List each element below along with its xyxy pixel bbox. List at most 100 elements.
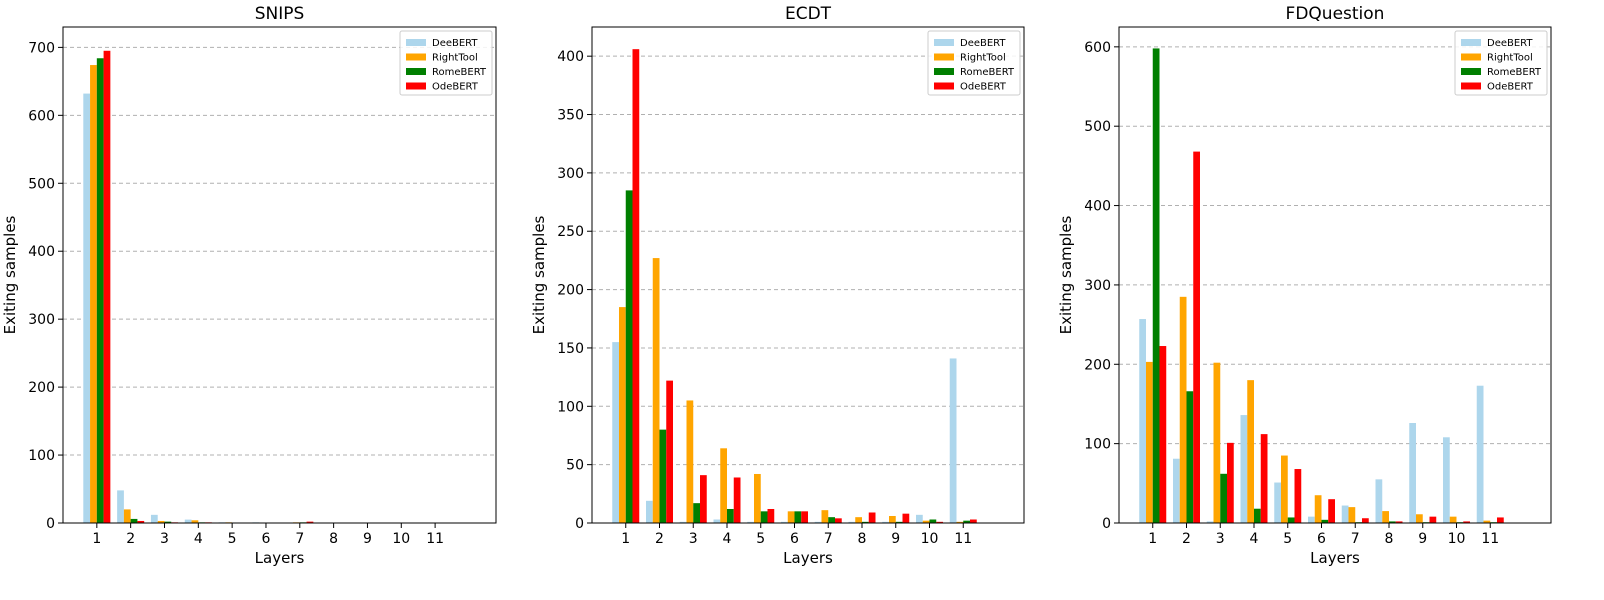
bar-righttool-layer-7 — [821, 510, 829, 523]
chart-title: FDQuestion — [1286, 4, 1385, 24]
bar-deebert-layer-10 — [916, 514, 923, 523]
legend-swatch-romebert — [406, 68, 426, 75]
y-axis-label: Exiting samples — [1057, 215, 1075, 334]
bar-deebert-layer-3 — [150, 514, 158, 523]
y-tick-label: 200 — [557, 283, 584, 299]
bar-righttool-layer-11 — [1483, 520, 1491, 523]
bar-odebert-layer-8 — [1395, 521, 1403, 523]
y-tick-label: 400 — [1084, 199, 1111, 215]
bar-righttool-layer-2 — [1179, 296, 1187, 523]
bar-odebert-layer-5 — [767, 508, 775, 523]
x-tick-label: 6 — [1317, 531, 1326, 547]
y-tick-label: 100 — [28, 448, 55, 464]
bar-romebert-layer-8 — [862, 521, 869, 523]
bar-deebert-layer-11 — [949, 358, 957, 523]
legend-swatch-deebert — [934, 39, 954, 46]
chart-panel-3: 0 100 200 300 400 500 600 1 2 3 4 5 6 7 8 9 10 11 FDQuesti… — [1057, 4, 1552, 567]
x-tick-label: 10 — [1448, 531, 1466, 547]
y-tick-label: 700 — [28, 40, 55, 56]
bar-deebert-layer-4 — [1240, 415, 1248, 523]
bar-deebert-layer-2 — [646, 500, 653, 523]
x-tick-label: 2 — [655, 531, 664, 547]
bar-righttool-layer-7 — [1348, 507, 1356, 523]
bar-deebert-layer-2 — [1173, 458, 1180, 523]
legend-label-odebert: OdeBERT — [1487, 82, 1534, 93]
bar-righttool-layer-9 — [1416, 514, 1423, 523]
y-tick-label: 50 — [566, 458, 584, 474]
y-tick-label: 0 — [1102, 516, 1111, 532]
axes-frame — [1118, 26, 1552, 524]
x-tick-label: 7 — [295, 531, 304, 547]
chart-panel-2: 0 50 100 150 200 250 300 350 400 1 2 3 4 5 6 7 8 9 10 11 ECD… — [530, 4, 1025, 567]
x-tick-label: 6 — [262, 531, 271, 547]
bar-deebert-layer-11 — [1476, 385, 1484, 523]
bar-odebert-layer-6 — [1328, 499, 1335, 523]
bar-deebert-layer-10 — [1443, 437, 1450, 523]
bar-righttool-layer-9 — [889, 515, 896, 523]
bar-righttool-layer-10 — [922, 520, 930, 523]
legend-label-deebert: DeeBERT — [1487, 38, 1533, 49]
y-tick-label: 250 — [557, 224, 584, 240]
x-tick-label: 1 — [92, 531, 101, 547]
legend-label-righttool: RightTool — [960, 53, 1006, 64]
bar-righttool-layer-6 — [787, 511, 795, 523]
legend-label-deebert: DeeBERT — [960, 38, 1006, 49]
axes-frame — [62, 26, 497, 524]
x-tick-label: 3 — [160, 531, 169, 547]
bar-odebert-layer-5 — [1294, 469, 1302, 523]
bar-deebert-layer-2 — [117, 490, 124, 523]
y-tick-label: 300 — [1084, 278, 1111, 294]
bar-romebert-layer-4 — [1254, 508, 1261, 523]
bar-odebert-layer-3 — [1227, 442, 1234, 523]
legend-label-deebert: DeeBERT — [432, 38, 478, 49]
bar-righttool-layer-8 — [1382, 511, 1389, 523]
x-tick-label: 7 — [824, 531, 833, 547]
y-axis-label: Exiting samples — [1, 215, 19, 334]
x-tick-label: 10 — [921, 531, 939, 547]
x-tick-label: 11 — [1481, 531, 1499, 547]
bar-deebert-layer-1 — [1139, 319, 1146, 523]
x-tick-label: 2 — [126, 531, 135, 547]
y-tick-label: 500 — [1084, 119, 1111, 135]
legend-swatch-odebert — [406, 82, 426, 90]
x-tick-label: 5 — [1283, 531, 1292, 547]
bar-romebert-layer-2 — [130, 518, 138, 523]
y-tick-label: 300 — [557, 166, 584, 182]
bar-romebert-layer-3 — [1220, 473, 1227, 523]
legend-label-odebert: OdeBERT — [432, 82, 479, 93]
legend-swatch-odebert — [1461, 82, 1481, 90]
bar-odebert-layer-3 — [700, 475, 707, 523]
bar-deebert-layer-8 — [848, 521, 856, 523]
bar-deebert-layer-4 — [713, 519, 721, 523]
axes-frame — [591, 26, 1025, 524]
bar-odebert-layer-9 — [1429, 516, 1437, 523]
bar-romebert-layer-2 — [1186, 391, 1194, 523]
bar-righttool-layer-4 — [1247, 380, 1254, 523]
x-tick-label: 3 — [1216, 531, 1225, 547]
bar-righttool-layer-5 — [1281, 455, 1288, 523]
y-tick-label: 600 — [28, 108, 55, 124]
bar-romebert-layer-3 — [164, 521, 172, 523]
y-tick-label: 350 — [557, 108, 584, 124]
bar-romebert-layer-11 — [963, 520, 970, 523]
bar-odebert-layer-1 — [1159, 346, 1167, 523]
x-tick-label: 8 — [1385, 531, 1394, 547]
bar-odebert-layer-8 — [868, 512, 876, 523]
bar-righttool-layer-4 — [191, 520, 199, 523]
legend-swatch-deebert — [406, 39, 426, 46]
y-tick-label: 300 — [28, 312, 55, 328]
bar-odebert-layer-6 — [801, 511, 808, 523]
bar-odebert-layer-4 — [733, 477, 741, 523]
bar-romebert-layer-2 — [659, 429, 667, 523]
x-axis-label: Layers — [255, 549, 305, 567]
bar-righttool-layer-6 — [1314, 495, 1322, 523]
x-tick-label: 9 — [1418, 531, 1427, 547]
legend-box — [1454, 30, 1548, 96]
x-tick-label: 4 — [723, 531, 732, 547]
legend-label-righttool: RightTool — [1487, 53, 1533, 64]
x-tick-label: 3 — [689, 531, 698, 547]
bar-romebert-layer-9 — [895, 521, 903, 523]
bar-odebert-layer-7 — [306, 521, 314, 523]
bar-deebert-layer-6 — [1308, 516, 1315, 523]
